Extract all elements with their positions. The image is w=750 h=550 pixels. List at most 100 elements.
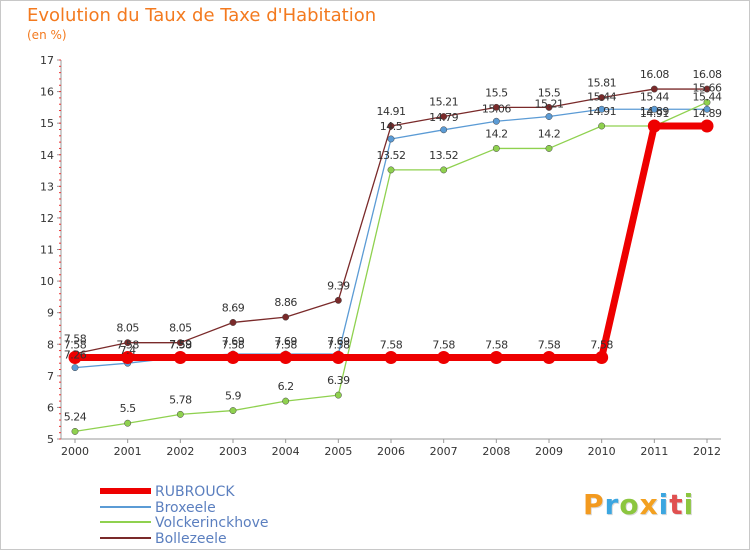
y-tick-label: 15: [40, 117, 54, 130]
data-label-bollezeele: 16.08: [640, 68, 669, 81]
data-point-volckerinckhove: [71, 427, 79, 435]
data-label-bollezeele: 15.81: [587, 77, 616, 90]
data-point-bollezeele: [703, 85, 711, 93]
y-tick-label: 9: [47, 307, 54, 320]
data-label-broxeele: 7.69: [274, 335, 297, 348]
data-point-rubrouck: [384, 351, 398, 365]
logo-letter: P: [583, 488, 605, 521]
legend-label-rubrouck: RUBROUCK: [155, 484, 235, 500]
data-label-volckerinckhove: 6.39: [327, 374, 350, 387]
x-tick-label: 2003: [219, 445, 247, 458]
data-point-rubrouck: [647, 119, 661, 133]
data-point-broxeele: [71, 364, 79, 372]
data-point-rubrouck: [226, 351, 240, 365]
data-point-volckerinckhove: [545, 144, 553, 152]
x-tick-label: 2005: [324, 445, 352, 458]
legend-label-volckerinckhove: Volckerinckhove: [155, 515, 269, 531]
data-point-bollezeele: [334, 296, 342, 304]
data-label-bollezeele: 15.5: [485, 86, 508, 99]
data-label-rubrouck: 7.58: [274, 339, 297, 352]
data-point-volckerinckhove: [440, 166, 448, 174]
legend-swatch-rubrouck: [100, 488, 151, 494]
data-point-bollezeele: [598, 94, 606, 102]
proxiti-logo: Proxiti: [583, 488, 694, 521]
data-label-volckerinckhove: 5.9: [225, 390, 241, 403]
chart-title: Evolution du Taux de Taxe d'Habitation: [27, 5, 377, 26]
data-point-volckerinckhove: [703, 98, 711, 106]
data-label-volckerinckhove: 5.5: [120, 402, 136, 415]
y-tick-label: 10: [40, 275, 54, 288]
y-tick-label: 11: [40, 244, 54, 257]
data-point-broxeele: [650, 105, 658, 113]
logo-letter: x: [639, 488, 659, 521]
x-tick-label: 2009: [535, 445, 563, 458]
data-label-rubrouck: 14.89: [693, 107, 722, 120]
data-point-broxeele: [598, 105, 606, 113]
data-point-rubrouck: [437, 351, 451, 365]
logo-letter: o: [619, 488, 640, 521]
data-label-broxeele: 14.5: [380, 120, 403, 133]
y-tick-label: 6: [47, 401, 54, 414]
data-label-broxeele: 15.06: [482, 102, 511, 115]
data-point-rubrouck: [595, 351, 609, 365]
data-point-bollezeele: [492, 103, 500, 111]
logo-letter: r: [604, 488, 620, 521]
legend-swatch-broxeele: [100, 505, 151, 508]
data-label-rubrouck: 7.58: [485, 339, 508, 352]
data-point-rubrouck: [121, 351, 135, 365]
data-label-volckerinckhove: 5.78: [169, 393, 192, 406]
data-label-bollezeele: 8.69: [222, 301, 245, 314]
legend-label-bollezeele: Bollezeele: [155, 530, 227, 547]
data-label-rubrouck: 7.58: [169, 339, 192, 352]
data-label-rubrouck: 7.58: [116, 339, 139, 352]
data-label-volckerinckhove: 14.2: [485, 127, 508, 140]
data-label-broxeele: 7.69: [222, 335, 245, 348]
data-label-bollezeele: 8.86: [274, 296, 297, 309]
y-tick-label: 5: [47, 433, 54, 446]
x-tick-label: 2002: [166, 445, 194, 458]
x-tick-label: 2007: [430, 445, 458, 458]
data-point-bollezeele: [387, 122, 395, 130]
data-label-bollezeele: 16.08: [693, 68, 722, 81]
y-tick-label: 17: [40, 54, 54, 67]
data-label-volckerinckhove: 13.52: [429, 149, 458, 162]
x-tick-label: 2006: [377, 445, 405, 458]
data-point-broxeele: [440, 126, 448, 134]
logo-letter: t: [669, 488, 684, 521]
logo-letter: i: [658, 488, 670, 521]
data-label-broxeele: 7.4: [120, 344, 136, 357]
data-label-broxeele: 7.26: [64, 349, 87, 362]
data-point-volckerinckhove: [176, 410, 184, 418]
data-label-rubrouck: 7.58: [327, 339, 350, 352]
y-tick-label: 7: [47, 370, 54, 383]
data-point-rubrouck: [331, 351, 345, 365]
data-label-rubrouck: 7.58: [222, 339, 245, 352]
data-label-volckerinckhove: 14.89: [640, 105, 669, 118]
x-tick-label: 2001: [114, 445, 142, 458]
data-label-rubrouck: 7.58: [590, 339, 613, 352]
x-tick-label: 2004: [272, 445, 300, 458]
data-point-volckerinckhove: [598, 122, 606, 130]
data-label-volckerinckhove: 5.24: [64, 410, 87, 423]
data-label-broxeele: 14.79: [429, 111, 458, 124]
data-point-broxeele: [545, 113, 553, 120]
data-label-broxeele: 15.44: [640, 90, 669, 103]
data-point-rubrouck: [700, 119, 714, 133]
data-point-volckerinckhove: [282, 397, 290, 405]
data-label-volckerinckhove: 14.91: [587, 105, 616, 118]
data-point-bollezeele: [282, 313, 290, 321]
data-point-bollezeele: [176, 339, 184, 347]
y-tick-label: 13: [40, 180, 54, 193]
data-label-volckerinckhove: 6.2: [278, 380, 294, 393]
data-label-bollezeele: 7.58: [64, 333, 87, 346]
data-point-rubrouck: [173, 351, 187, 365]
data-label-broxeele: 15.44: [693, 90, 722, 103]
data-label-broxeele: 7.69: [327, 335, 350, 348]
data-label-bollezeele: 9.39: [327, 279, 350, 292]
x-tick-label: 2012: [693, 445, 721, 458]
data-point-volckerinckhove: [124, 419, 132, 427]
data-label-bollezeele: 8.05: [169, 322, 192, 335]
x-tick-label: 2008: [482, 445, 510, 458]
